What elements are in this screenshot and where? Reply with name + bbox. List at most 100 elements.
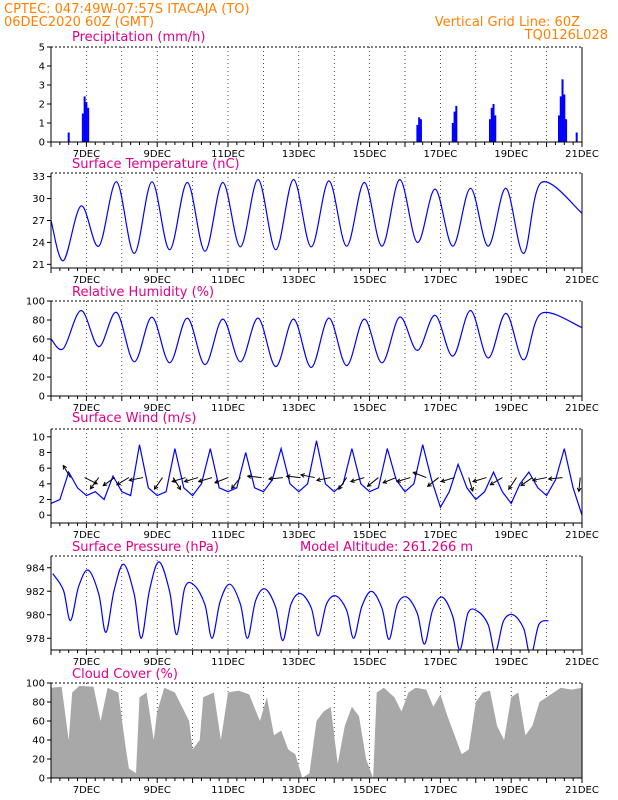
wind-ytick-label: 2 — [39, 495, 45, 506]
wind-ytick-label: 6 — [39, 464, 45, 475]
wind-arrow — [89, 477, 100, 490]
rh-line — [51, 309, 582, 369]
wind-arrow-head — [489, 481, 495, 486]
wind-arrow-shaft — [198, 477, 213, 483]
precip-bar — [494, 115, 497, 142]
wind-series — [51, 440, 582, 516]
wind-arrow-head — [267, 476, 273, 481]
cloud-xtick-label: 17DEC — [424, 785, 458, 796]
wind-arrow-shaft — [508, 477, 517, 490]
cloud-xtick-label: 13DEC — [282, 785, 316, 796]
precip-bar — [565, 119, 568, 142]
wind-xtick-label: 13DEC — [282, 530, 316, 541]
wind-arrow — [468, 477, 475, 492]
wind-arrow-head — [576, 487, 582, 493]
wind-arrow-head — [349, 478, 355, 483]
rh-ytick-label: 20 — [32, 373, 45, 384]
rh-series — [51, 309, 582, 369]
wind-arrow-head — [440, 478, 446, 483]
wind-arrow — [440, 477, 455, 483]
pres-xtick-label: 7DEC — [73, 657, 100, 668]
wind-arrow-head — [382, 479, 388, 484]
wind-arrow-head — [315, 477, 321, 482]
cloud-xtick-label: 19DEC — [494, 785, 528, 796]
precip-bar — [561, 79, 564, 142]
precip-ytick-label: 2 — [39, 100, 45, 111]
wind-arrow-shaft — [89, 477, 100, 490]
precip-bar — [575, 132, 578, 142]
precip-bar — [490, 107, 493, 142]
wind-arrow-shaft — [214, 477, 229, 484]
precip-ytick-label: 1 — [39, 119, 45, 130]
pres-ytick-label: 984 — [26, 563, 45, 574]
wind-arrow — [197, 477, 213, 483]
wind-arrow-shaft — [102, 477, 116, 487]
wind-arrow-head — [299, 473, 305, 478]
wind-xtick-label: 7DEC — [73, 530, 100, 541]
wind-arrow-shaft — [490, 477, 503, 486]
wind-xtick-label: 11DEC — [211, 530, 245, 541]
temp-ytick-label: 24 — [32, 238, 45, 249]
wind-arrow — [315, 477, 331, 482]
wind-title: Surface Wind (m/s) — [72, 411, 196, 426]
wind-arrow-shaft — [171, 477, 186, 483]
rh-ytick-label: 60 — [32, 335, 45, 346]
wind-arrow-shaft — [441, 477, 455, 483]
cloud-area — [51, 685, 582, 778]
wind-arrow — [412, 471, 427, 479]
wind-speed-line — [51, 440, 582, 516]
wind-arrow — [62, 464, 71, 478]
temp-xtick-label: 17DEC — [424, 275, 458, 286]
wind-arrow-shaft — [367, 477, 379, 487]
wind-ytick-label: 8 — [39, 448, 45, 459]
wind-arrow-shaft — [184, 477, 199, 483]
precip-title: Precipitation (mm/h) — [72, 30, 205, 45]
temp-line — [51, 178, 582, 262]
wind-arrow — [520, 477, 533, 487]
precip-bar — [67, 132, 70, 142]
rh-xtick-label: 17DEC — [424, 403, 458, 414]
wind-arrow-shaft — [413, 471, 427, 479]
pres-xtick-label: 9DEC — [144, 657, 171, 668]
wind-arrow — [366, 477, 379, 487]
wind-arrow — [395, 477, 411, 483]
temp-xtick-label: 13DEC — [282, 275, 316, 286]
header-run-id: TQ0126L028 — [524, 28, 608, 43]
pres-ytick-label: 978 — [26, 634, 45, 645]
rh-xtick-label: 11DEC — [211, 403, 245, 414]
wind-arrow-head — [469, 486, 475, 492]
precip-bar — [492, 104, 495, 142]
rh-xtick-label: 9DEC — [144, 403, 171, 414]
wind-arrow-head — [520, 481, 526, 487]
header-location: CPTEC: 047:49W-07:57S ITACAJA (TO) — [4, 2, 250, 17]
temp-xtick-label: 11DEC — [211, 275, 245, 286]
wind-arrow — [426, 477, 439, 487]
precip-bar — [453, 111, 456, 142]
cloud-ytick-label: 0 — [39, 774, 45, 785]
wind-arrow-shaft — [286, 475, 301, 479]
wind-arrow-head — [102, 481, 108, 487]
precip-bar — [455, 105, 458, 142]
wind-arrow — [183, 477, 199, 483]
wind-arrow-shaft — [548, 477, 563, 480]
wind-arrow — [299, 473, 315, 479]
cloud-xtick-label: 15DEC — [353, 785, 387, 796]
precip-bar — [85, 102, 88, 142]
pres-subtitle: Model Altitude: 261.266 m — [300, 540, 473, 555]
wind-arrow-head — [115, 481, 121, 486]
wind-arrow-shaft — [129, 477, 144, 481]
wind-xtick-label: 15DEC — [353, 530, 387, 541]
precip-panel: 0 1 2 3 4 5 7DEC 9DEC 11DEC 13DEC 15DEC 17DEC 19DEC 2… — [39, 43, 599, 161]
cloud-title: Cloud Cover (%) — [72, 667, 178, 682]
wind-arrow — [267, 476, 283, 481]
wind-arrow-shaft — [247, 475, 262, 479]
wind-arrow-shaft — [116, 477, 130, 486]
rh-title: Relative Humidity (%) — [72, 285, 214, 300]
wind-arrow — [171, 477, 186, 483]
wind-arrow — [576, 477, 582, 493]
pres-line — [52, 561, 549, 650]
precip-xtick-label: 21DEC — [565, 149, 599, 160]
precip-xtick-label: 9DEC — [144, 149, 171, 160]
rh-xtick-label: 15DEC — [353, 403, 387, 414]
temp-ytick-label: 27 — [32, 216, 45, 227]
